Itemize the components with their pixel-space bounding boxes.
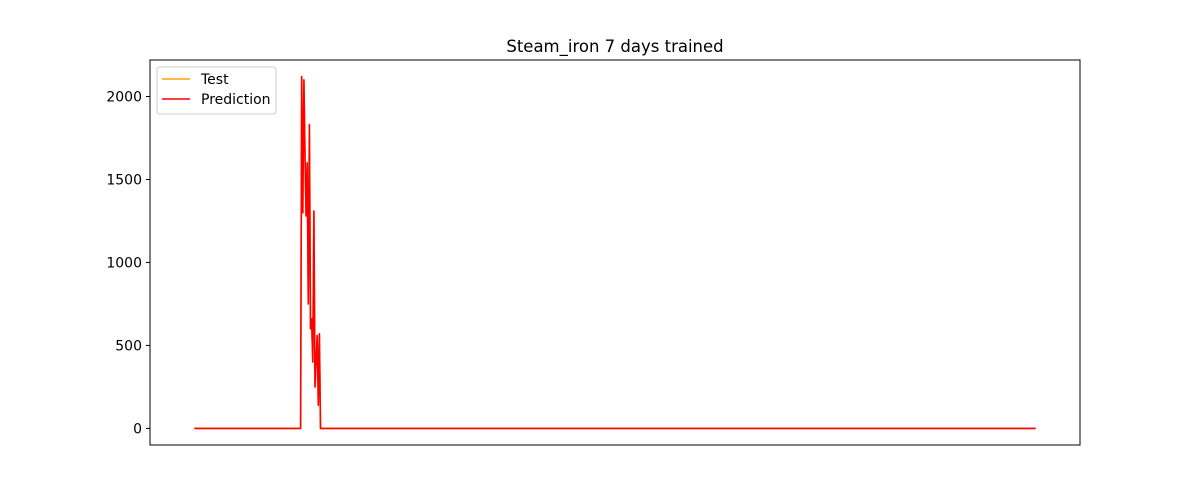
plot-area xyxy=(149,59,1081,446)
legend-label-prediction: Prediction xyxy=(201,92,271,108)
series-lines xyxy=(194,75,1036,430)
legend-label-test: Test xyxy=(200,72,229,88)
y-tick-label: 500 xyxy=(115,338,142,354)
y-tick-label: 0 xyxy=(133,421,142,437)
y-tick-label: 1000 xyxy=(106,255,142,271)
chart-title: Steam_iron 7 days trained xyxy=(506,37,723,57)
series-line-prediction xyxy=(194,75,1036,430)
legend: Test Prediction xyxy=(156,66,277,115)
y-tick-label: 2000 xyxy=(106,90,142,106)
y-tick-label: 1500 xyxy=(106,172,142,188)
y-axis: 0 500 1000 1500 2000 xyxy=(106,90,150,437)
